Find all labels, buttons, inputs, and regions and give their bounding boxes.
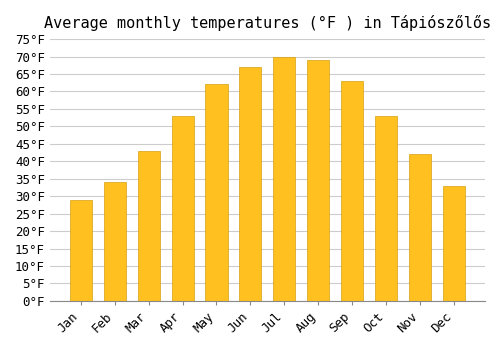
Bar xyxy=(172,116,194,301)
Bar xyxy=(342,81,363,301)
Bar xyxy=(240,67,262,301)
Bar xyxy=(138,151,160,301)
Bar xyxy=(70,199,92,301)
Bar xyxy=(375,116,398,301)
Bar xyxy=(443,186,465,301)
Bar xyxy=(274,57,295,301)
Bar xyxy=(206,84,228,301)
Bar xyxy=(308,60,330,301)
Title: Average monthly temperatures (°F ) in Tápiószőlős: Average monthly temperatures (°F ) in Tá… xyxy=(44,15,491,31)
Bar xyxy=(104,182,126,301)
Bar xyxy=(409,154,432,301)
